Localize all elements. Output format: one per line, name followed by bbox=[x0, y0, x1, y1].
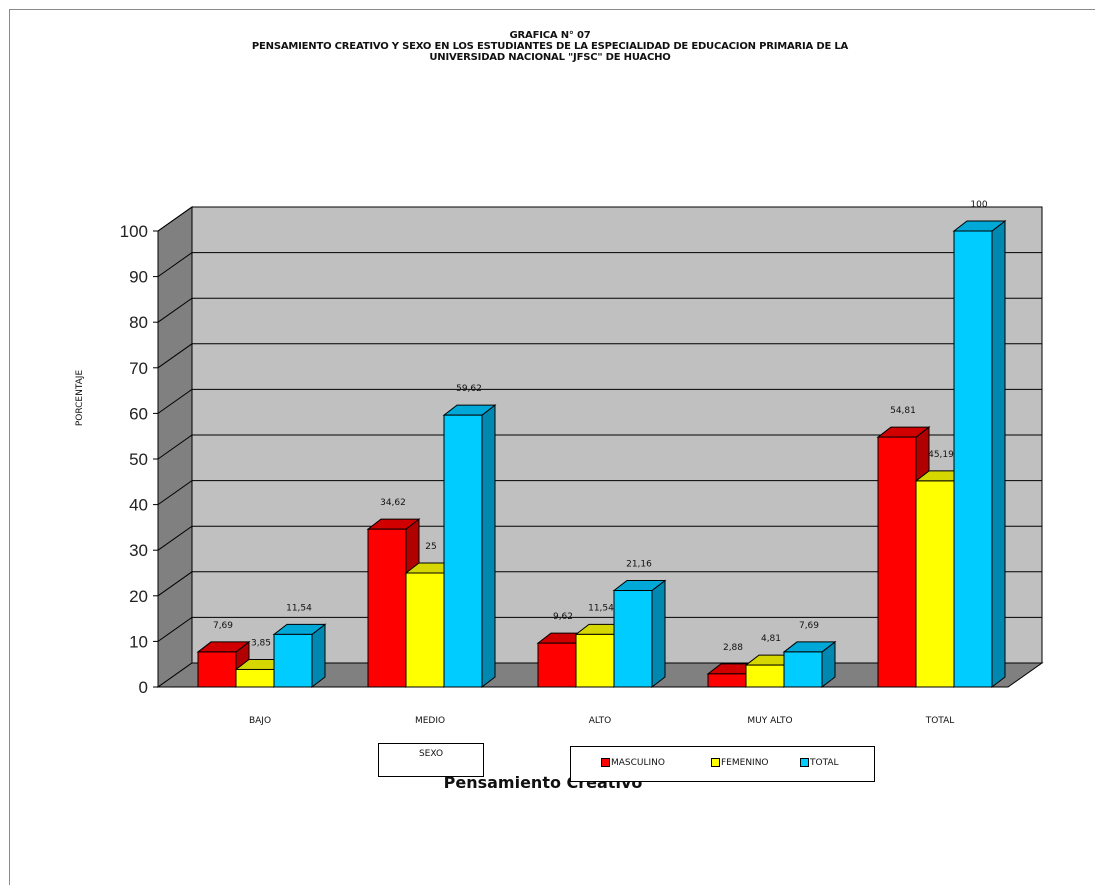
x-tick-label: MUY ALTO bbox=[747, 716, 792, 726]
data-label: 11,54 bbox=[588, 603, 614, 613]
bar-side bbox=[991, 219, 1006, 689]
y-axis-title: PORCENTAJE bbox=[75, 370, 85, 427]
bar bbox=[443, 414, 483, 688]
bar bbox=[197, 651, 237, 688]
bar bbox=[915, 480, 955, 688]
y-tick-label: 90 bbox=[129, 268, 148, 287]
legend-label-total: TOTAL bbox=[810, 758, 839, 768]
x-tick-label: MEDIO bbox=[415, 716, 445, 726]
data-label: 11,54 bbox=[286, 603, 312, 613]
data-label: 100 bbox=[970, 200, 987, 210]
bar bbox=[575, 633, 615, 688]
bar bbox=[877, 436, 917, 688]
bar bbox=[613, 590, 653, 688]
gridline bbox=[157, 571, 1042, 597]
gridline bbox=[157, 480, 1042, 506]
y-tick-label: 30 bbox=[129, 541, 148, 560]
legend-title: SEXO bbox=[418, 749, 444, 759]
gridline bbox=[157, 343, 1042, 369]
data-label: 34,62 bbox=[380, 498, 406, 508]
data-label: 54,81 bbox=[890, 406, 916, 416]
data-label: 21,16 bbox=[626, 560, 652, 570]
chart-title: GRAFICA N° 07 bbox=[509, 30, 591, 41]
gridline bbox=[157, 616, 1042, 642]
y-tick-label: 70 bbox=[129, 359, 148, 378]
gridline bbox=[157, 297, 1042, 323]
y-tick-label: 100 bbox=[120, 222, 148, 241]
y-tick-label: 50 bbox=[129, 450, 148, 469]
legend-item-total: TOTAL bbox=[800, 758, 839, 768]
bar bbox=[273, 633, 313, 688]
bar bbox=[537, 642, 577, 688]
bar bbox=[953, 230, 993, 688]
legend-swatch-femenino bbox=[711, 758, 720, 767]
data-label: 9,62 bbox=[553, 612, 573, 622]
legend-title-box: SEXO bbox=[378, 743, 484, 777]
y-tick-label: 0 bbox=[139, 678, 148, 697]
x-tick-label: TOTAL bbox=[925, 716, 955, 726]
chart-subtitle-line2: UNIVERSIDAD NACIONAL "JFSC" DE HUACHO bbox=[429, 52, 671, 63]
data-label: 7,69 bbox=[213, 621, 233, 631]
bar bbox=[405, 572, 445, 688]
data-label: 59,62 bbox=[456, 384, 482, 394]
y-tick-label: 60 bbox=[129, 404, 148, 423]
bar-side bbox=[311, 623, 326, 689]
data-label: 7,69 bbox=[799, 621, 819, 631]
bar bbox=[783, 651, 823, 688]
bar-side bbox=[651, 579, 666, 689]
y-tick-label: 80 bbox=[129, 313, 148, 332]
data-label: 3,85 bbox=[251, 638, 271, 648]
data-label: 4,81 bbox=[761, 634, 781, 644]
gridline bbox=[157, 525, 1042, 551]
legend-item-femenino: FEMENINO bbox=[711, 758, 769, 768]
legend-item-masculino: MASCULINO bbox=[601, 758, 665, 768]
legend-label-femenino: FEMENINO bbox=[721, 758, 769, 768]
y-tick-label: 40 bbox=[129, 496, 148, 515]
legend-swatch-total bbox=[800, 758, 809, 767]
legend-swatch-masculino bbox=[601, 758, 610, 767]
data-label: 2,88 bbox=[723, 643, 743, 653]
y-tick-label: 10 bbox=[129, 632, 148, 651]
bar bbox=[235, 668, 275, 688]
gridline bbox=[157, 252, 1042, 278]
data-label: 45,19 bbox=[928, 450, 954, 460]
data-label: 25 bbox=[425, 542, 436, 552]
gridline bbox=[157, 206, 1042, 232]
x-tick-label: BAJO bbox=[249, 716, 271, 726]
legend: MASCULINO FEMENINO TOTAL bbox=[570, 746, 875, 782]
chart-subtitle-line1: PENSAMIENTO CREATIVO Y SEXO EN LOS ESTUD… bbox=[251, 41, 849, 52]
y-tick-label: 20 bbox=[129, 587, 148, 606]
bar-side bbox=[481, 404, 496, 689]
bar bbox=[367, 528, 407, 688]
legend-label-masculino: MASCULINO bbox=[611, 758, 665, 768]
bar bbox=[745, 664, 785, 688]
x-tick-label: ALTO bbox=[589, 716, 612, 726]
gridline bbox=[157, 388, 1042, 414]
bar bbox=[707, 673, 747, 688]
gridline bbox=[157, 434, 1042, 460]
